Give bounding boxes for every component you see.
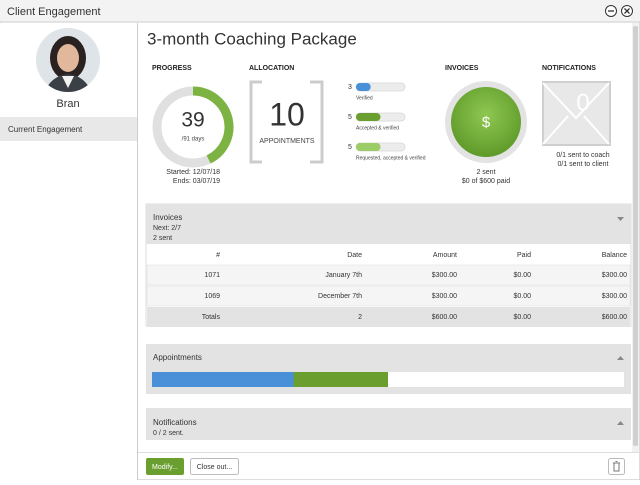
sidebar: [0, 23, 137, 480]
table-cell: January 7th: [325, 272, 362, 279]
table-cell: $0.00: [513, 272, 531, 279]
invoices-panel-sent: 2 sent: [153, 235, 172, 242]
scroll-thumb[interactable]: [633, 26, 638, 446]
progress-ends: Ends: 03/07/19: [173, 178, 220, 185]
verified-segment: [152, 372, 294, 387]
bar-label: Accepted & verified: [356, 125, 399, 131]
menu-item-label: Current Engagement: [8, 125, 83, 134]
progress-started: Started: 12/07/18: [166, 169, 220, 176]
bar-count: 3: [348, 84, 352, 91]
table-cell: 1071: [204, 272, 220, 279]
minimize-button[interactable]: [605, 5, 617, 17]
totals-cell: $0.00: [513, 314, 531, 321]
collapse-icon[interactable]: [617, 217, 624, 221]
table-cell: $300.00: [432, 272, 457, 279]
invoices-next: Next: 2/7: [153, 225, 181, 232]
sent-to-client: 0/1 sent to client: [558, 161, 609, 168]
totals-row: [147, 307, 630, 327]
window-title: Client Engagement: [7, 6, 101, 18]
notifications-label: NOTIFICATIONS: [542, 65, 596, 72]
totals-cell: Totals: [202, 314, 221, 321]
allocation-brackets: [249, 80, 324, 164]
invoice-circle: [451, 87, 521, 157]
notifications-sent: 0 / 2 sent.: [153, 430, 184, 437]
table-row: [146, 264, 631, 286]
bar-count: 5: [348, 114, 352, 121]
close-out-button[interactable]: [190, 458, 239, 475]
table-cell: December 7th: [318, 293, 362, 300]
table-cell: 1069: [204, 293, 220, 300]
table-cell: $0.00: [513, 293, 531, 300]
allocation-unit: APPOINTMENTS: [259, 138, 315, 145]
expand-icon[interactable]: [617, 356, 624, 360]
progress-label: PROGRESS: [152, 65, 192, 72]
totals-cell: 2: [358, 314, 362, 321]
appointments-title: Appointments: [153, 353, 202, 362]
bar-fill: [356, 143, 381, 151]
allocation-label: ALLOCATION: [249, 65, 294, 72]
modify-button[interactable]: [146, 458, 184, 475]
column-header: #: [216, 252, 220, 259]
bar-label: Requested, accepted & verified: [356, 155, 426, 161]
invoices-title: Invoices: [153, 213, 182, 222]
progress-days: 39: [181, 109, 204, 132]
allocation-total: 10: [269, 96, 305, 132]
column-header: Amount: [433, 252, 457, 259]
expand-icon[interactable]: [617, 421, 624, 425]
table-cell: $300.00: [432, 293, 457, 300]
user-name: Bran: [56, 98, 79, 110]
close-out-button-label: Close out...: [197, 464, 232, 471]
invoices-paid: $0 of $600 paid: [462, 178, 510, 185]
invoices-sent: 2 sent: [476, 169, 495, 176]
modify-button-label: Modify...: [152, 464, 178, 471]
invoice-symbol: $: [482, 114, 491, 131]
menu-item[interactable]: [0, 117, 137, 141]
heading: 3-month Coaching Package: [147, 29, 357, 48]
table-cell: $300.00: [602, 272, 627, 279]
table-cell: $300.00: [602, 293, 627, 300]
notification-count: 0: [576, 89, 589, 116]
progress-total: /91 days: [182, 137, 205, 143]
totals-cell: $600.00: [602, 314, 627, 321]
bar-label: Verified: [356, 95, 373, 101]
title-bar: [0, 0, 640, 22]
notifications-title: Notifications: [153, 418, 197, 427]
notifications-panel: [146, 408, 631, 440]
bar-count: 5: [348, 144, 352, 151]
column-header: Paid: [517, 252, 531, 259]
delete-button[interactable]: [608, 458, 625, 475]
bar-fill: [356, 83, 371, 91]
avatar: [36, 28, 100, 92]
sent-to-coach: 0/1 sent to coach: [556, 152, 609, 159]
column-header: Balance: [602, 252, 627, 259]
progress-arc: [192, 86, 234, 164]
invoices-header[interactable]: [146, 204, 631, 244]
totals-cell: $600.00: [432, 314, 457, 321]
bar-fill: [356, 113, 381, 121]
close-button[interactable]: [621, 5, 633, 17]
envelope: [542, 81, 611, 146]
table-row: [146, 285, 631, 307]
invoices-label: INVOICES: [445, 65, 479, 72]
column-header: Date: [347, 252, 362, 259]
